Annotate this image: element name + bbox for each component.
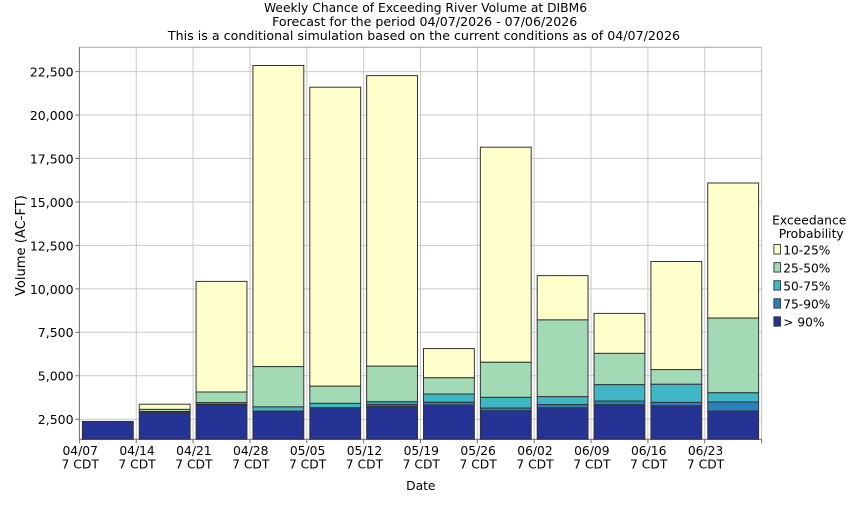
svg-text:7 CDT: 7 CDT: [62, 457, 100, 471]
svg-text:7 CDT: 7 CDT: [630, 457, 668, 471]
svg-text:Probability: Probability: [779, 227, 844, 241]
svg-text:06/16: 06/16: [631, 444, 667, 458]
svg-text:This is a conditional simulati: This is a conditional simulation based o…: [167, 28, 680, 43]
svg-text:75-90%: 75-90%: [783, 298, 830, 312]
svg-text:05/05: 05/05: [290, 444, 325, 458]
svg-text:7 CDT: 7 CDT: [289, 457, 327, 471]
svg-text:12,500: 12,500: [30, 238, 74, 253]
svg-text:2,500: 2,500: [38, 412, 74, 427]
svg-text:Weekly Chance of Exceeding Riv: Weekly Chance of Exceeding River Volume …: [264, 1, 587, 15]
svg-text:15,000: 15,000: [30, 195, 74, 210]
svg-text:10-25%: 10-25%: [783, 244, 830, 258]
svg-text:25-50%: 25-50%: [783, 262, 830, 276]
svg-text:7 CDT: 7 CDT: [346, 457, 384, 471]
svg-text:17,500: 17,500: [30, 151, 74, 166]
svg-text:7,500: 7,500: [38, 325, 74, 340]
svg-text:06/02: 06/02: [517, 444, 552, 458]
svg-text:Volume (AC-FT): Volume (AC-FT): [14, 195, 29, 296]
svg-text:05/26: 05/26: [460, 444, 496, 458]
svg-text:06/23: 06/23: [688, 444, 723, 458]
svg-text:7 CDT: 7 CDT: [175, 457, 213, 471]
svg-text:7 CDT: 7 CDT: [516, 457, 554, 471]
svg-text:7 CDT: 7 CDT: [232, 457, 270, 471]
svg-text:05/12: 05/12: [347, 444, 382, 458]
svg-text:50-75%: 50-75%: [783, 280, 830, 294]
svg-text:10,000: 10,000: [30, 282, 74, 297]
svg-text:05/19: 05/19: [404, 444, 439, 458]
svg-text:04/21: 04/21: [176, 444, 211, 458]
svg-text:7 CDT: 7 CDT: [459, 457, 497, 471]
svg-text:04/07: 04/07: [62, 444, 97, 458]
svg-text:7 CDT: 7 CDT: [118, 457, 156, 471]
svg-text:Exceedance: Exceedance: [772, 214, 846, 228]
svg-text:Forecast for the period 04/07/: Forecast for the period 04/07/2026 - 07/…: [272, 14, 577, 29]
svg-text:04/28: 04/28: [233, 444, 268, 458]
svg-text:7 CDT: 7 CDT: [573, 457, 611, 471]
svg-text:7 CDT: 7 CDT: [403, 457, 441, 471]
svg-text:20,000: 20,000: [30, 108, 74, 123]
svg-text:04/14: 04/14: [119, 444, 155, 458]
svg-text:06/09: 06/09: [574, 444, 609, 458]
svg-text:7 CDT: 7 CDT: [687, 457, 725, 471]
svg-text:> 90%: > 90%: [783, 316, 824, 330]
svg-text:5,000: 5,000: [38, 369, 74, 384]
svg-text:22,500: 22,500: [30, 65, 74, 80]
svg-text:Date: Date: [406, 479, 435, 493]
